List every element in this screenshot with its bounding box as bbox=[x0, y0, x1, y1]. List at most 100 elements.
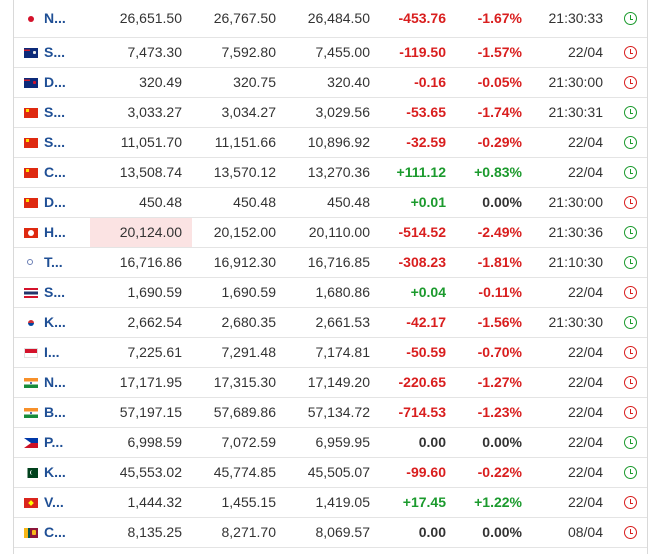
market-open-clock-icon bbox=[623, 436, 637, 449]
market-status-cell bbox=[613, 456, 647, 487]
table-row: T... 16,716.86 16,912.30 16,716.85 -308.23 -1… bbox=[14, 246, 647, 277]
index-name-cell[interactable]: K... bbox=[14, 456, 90, 487]
time-cell: 21:30:36 bbox=[532, 216, 613, 247]
high-price-cell: 320.75 bbox=[192, 66, 286, 97]
low-price-cell: 16,716.85 bbox=[286, 246, 380, 277]
index-name-link[interactable]: D... bbox=[44, 74, 66, 90]
index-name-cell[interactable]: S... bbox=[14, 36, 90, 67]
market-closed-clock-icon bbox=[623, 196, 637, 209]
index-name-cell[interactable]: D... bbox=[14, 186, 90, 217]
change-cell: -99.60 bbox=[380, 456, 456, 487]
index-name-cell[interactable]: C... bbox=[14, 516, 90, 548]
index-name-link[interactable]: S... bbox=[44, 104, 66, 120]
index-name-link[interactable]: B... bbox=[44, 404, 66, 420]
flag-south-korea-icon bbox=[24, 318, 38, 328]
index-name-cell[interactable]: S... bbox=[14, 276, 90, 307]
last-price-cell: 6,998.59 bbox=[90, 426, 192, 457]
index-name-link[interactable]: N... bbox=[44, 10, 66, 27]
index-name-link[interactable]: V... bbox=[44, 494, 64, 510]
flag-hong-kong-icon bbox=[24, 228, 38, 238]
market-closed-clock-icon bbox=[623, 406, 637, 419]
change-cell: -453.76 bbox=[398, 10, 446, 27]
last-price-cell: 1,690.59 bbox=[90, 276, 192, 307]
change-cell: -32.59 bbox=[380, 126, 456, 157]
index-name-cell[interactable]: N... bbox=[14, 0, 90, 37]
time-cell: 22/04 bbox=[532, 426, 613, 457]
index-name-link[interactable]: K... bbox=[44, 314, 66, 330]
flag-china-icon bbox=[24, 198, 38, 208]
index-name-cell[interactable]: P... bbox=[14, 426, 90, 457]
index-name-cell[interactable]: S... bbox=[14, 126, 90, 157]
flag-japan-icon bbox=[24, 14, 38, 25]
change-cell: +0.01 bbox=[380, 186, 456, 217]
index-name-cell[interactable]: N... bbox=[14, 366, 90, 397]
change-cell: +111.12 bbox=[380, 156, 456, 187]
index-name-cell[interactable]: B... bbox=[14, 396, 90, 427]
time-cell: 22/04 bbox=[532, 36, 613, 67]
index-name-link[interactable]: S... bbox=[44, 44, 66, 60]
index-name-cell[interactable]: I... bbox=[14, 336, 90, 367]
index-name-link[interactable]: H... bbox=[44, 224, 66, 240]
high-price-cell: 7,072.59 bbox=[192, 426, 286, 457]
market-open-clock-icon bbox=[623, 12, 637, 26]
change-percent-cell: 0.00% bbox=[456, 516, 532, 548]
index-name-link[interactable]: P... bbox=[44, 434, 64, 450]
change-cell: -42.17 bbox=[380, 306, 456, 337]
index-name-link[interactable]: N... bbox=[44, 374, 66, 390]
last-price-cell: 2,662.54 bbox=[90, 306, 192, 337]
high-price-cell: 1,690.59 bbox=[192, 276, 286, 307]
flag-china-icon bbox=[24, 108, 38, 118]
market-status-cell bbox=[613, 336, 647, 367]
market-status-cell bbox=[613, 156, 647, 187]
last-price-cell: 17,171.95 bbox=[90, 366, 192, 397]
index-name-link[interactable]: K... bbox=[44, 464, 66, 480]
change-percent-cell: -2.49% bbox=[456, 216, 532, 247]
change-percent-cell: -1.23% bbox=[456, 396, 532, 427]
market-open-clock-icon bbox=[623, 136, 637, 149]
index-name-cell[interactable]: K... bbox=[14, 306, 90, 337]
table-row: D... 450.48 450.48 450.48 +0.01 0.00% 21:30:00 bbox=[14, 186, 647, 217]
market-closed-clock-icon bbox=[623, 346, 637, 359]
index-name-cell[interactable]: C... bbox=[14, 156, 90, 187]
time-cell: 21:30:00 bbox=[532, 66, 613, 97]
index-name-link[interactable]: I... bbox=[44, 344, 60, 360]
high-price-cell: 450.48 bbox=[192, 186, 286, 217]
index-name-cell[interactable]: S... bbox=[14, 96, 90, 127]
time-cell: 22/04 bbox=[532, 456, 613, 487]
indices-table: N... 26,651.50 26,767.50 26,484.50 -453.76 -1… bbox=[14, 0, 647, 548]
index-name-cell[interactable]: V... bbox=[14, 486, 90, 517]
last-price-cell: 450.48 bbox=[90, 186, 192, 217]
market-status-cell bbox=[613, 516, 647, 548]
change-cell: +0.04 bbox=[380, 276, 456, 307]
time-cell: 21:30:30 bbox=[532, 306, 613, 337]
flag-philippines-icon bbox=[24, 438, 38, 448]
change-percent-cell: -0.22% bbox=[456, 456, 532, 487]
market-closed-clock-icon bbox=[623, 46, 637, 59]
last-price-cell: 320.49 bbox=[90, 66, 192, 97]
low-price-cell: 7,455.00 bbox=[286, 36, 380, 67]
index-name-link[interactable]: S... bbox=[44, 284, 66, 300]
index-name-link[interactable]: T... bbox=[44, 254, 63, 270]
index-name-link[interactable]: D... bbox=[44, 194, 66, 210]
change-percent-cell: -1.81% bbox=[456, 246, 532, 277]
table-row: N... 26,651.50 26,767.50 26,484.50 -453.76 -1… bbox=[14, 0, 647, 37]
high-price-cell: 45,774.85 bbox=[192, 456, 286, 487]
table-row: V... 1,444.32 1,455.15 1,419.05 +17.45 +1.22%… bbox=[14, 486, 647, 517]
market-open-clock-icon bbox=[623, 106, 637, 119]
flag-taiwan-icon bbox=[24, 258, 38, 268]
time-cell: 21:30:00 bbox=[532, 186, 613, 217]
index-name-link[interactable]: C... bbox=[44, 524, 66, 540]
index-name-cell[interactable]: D... bbox=[14, 66, 90, 97]
index-name-link[interactable]: C... bbox=[44, 164, 66, 180]
index-name-cell[interactable]: H... bbox=[14, 216, 90, 247]
high-price-cell: 20,152.00 bbox=[192, 216, 286, 247]
flag-pakistan-icon bbox=[24, 468, 38, 478]
last-price-cell: 7,473.30 bbox=[90, 36, 192, 67]
change-cell: -119.50 bbox=[380, 36, 456, 67]
flag-india-icon bbox=[24, 378, 38, 388]
change-percent-cell: -1.74% bbox=[456, 96, 532, 127]
index-name-link[interactable]: S... bbox=[44, 134, 66, 150]
index-name-cell[interactable]: T... bbox=[14, 246, 90, 277]
high-price-cell: 57,689.86 bbox=[192, 396, 286, 427]
last-price-cell: 13,508.74 bbox=[90, 156, 192, 187]
